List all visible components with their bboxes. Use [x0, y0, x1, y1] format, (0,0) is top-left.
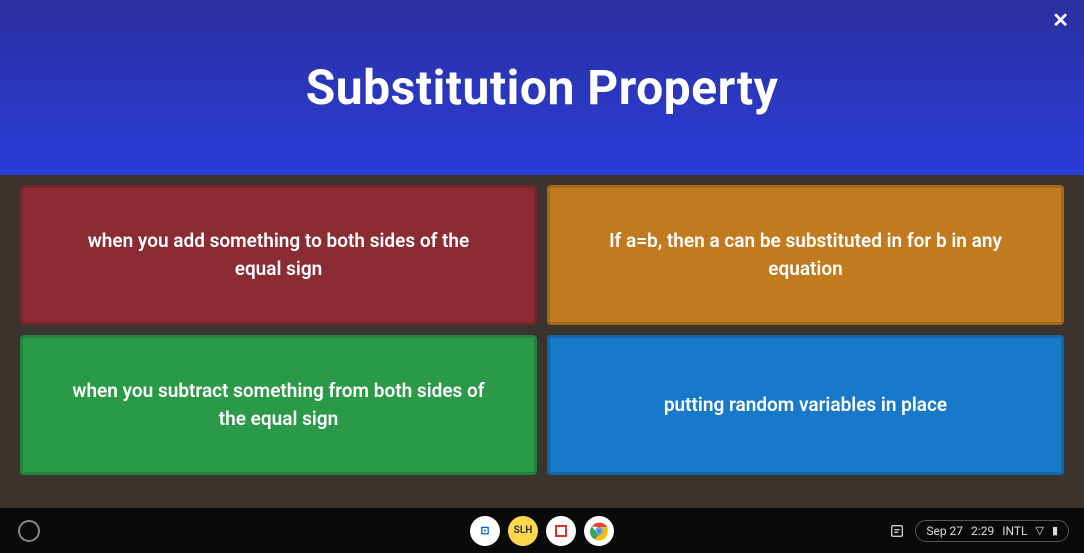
question-header: ✕ Substitution Property — [0, 0, 1084, 175]
app-label: SLH — [514, 525, 533, 536]
keyboard-indicator: INTL — [1002, 524, 1027, 538]
taskbar: ⊡ SLH — [0, 508, 1084, 553]
answer-text: when you subtract something from both si… — [63, 377, 494, 434]
question-title: Substitution Property — [306, 59, 779, 116]
game-background-strip — [0, 490, 1084, 508]
battery-icon: ▮ — [1052, 524, 1058, 537]
answer-option-c[interactable]: when you subtract something from both si… — [20, 335, 537, 475]
answer-text: when you add something to both sides of … — [63, 227, 494, 284]
answer-option-b[interactable]: If a=b, then a can be substituted in for… — [547, 185, 1064, 325]
date-text: Sep 27 — [926, 524, 963, 538]
answer-text: If a=b, then a can be substituted in for… — [590, 227, 1021, 284]
time-text: 2:29 — [971, 524, 994, 538]
launcher-button[interactable] — [18, 520, 40, 542]
close-icon[interactable]: ✕ — [1052, 8, 1069, 32]
notifications-icon[interactable] — [889, 523, 905, 539]
status-pill[interactable]: Sep 27 2:29 INTL ▽ ▮ — [915, 520, 1069, 542]
square-icon — [555, 525, 567, 537]
answers-grid: when you add something to both sides of … — [0, 175, 1084, 490]
answer-option-d[interactable]: putting random variables in place — [547, 335, 1064, 475]
wifi-icon: ▽ — [1035, 524, 1043, 537]
taskbar-pinned-apps: ⊡ SLH — [470, 516, 614, 546]
app-glyph: ⊡ — [480, 524, 489, 537]
taskbar-status-area: Sep 27 2:29 INTL ▽ ▮ — [889, 520, 1084, 542]
app-icon-1[interactable]: ⊡ — [470, 516, 500, 546]
answer-text: putting random variables in place — [664, 391, 947, 420]
app-icon-3[interactable] — [546, 516, 576, 546]
chrome-svg — [589, 521, 609, 541]
answer-option-a[interactable]: when you add something to both sides of … — [20, 185, 537, 325]
chrome-icon[interactable] — [584, 516, 614, 546]
app-icon-2[interactable]: SLH — [508, 516, 538, 546]
quiz-container: ✕ Substitution Property when you add som… — [0, 0, 1084, 490]
